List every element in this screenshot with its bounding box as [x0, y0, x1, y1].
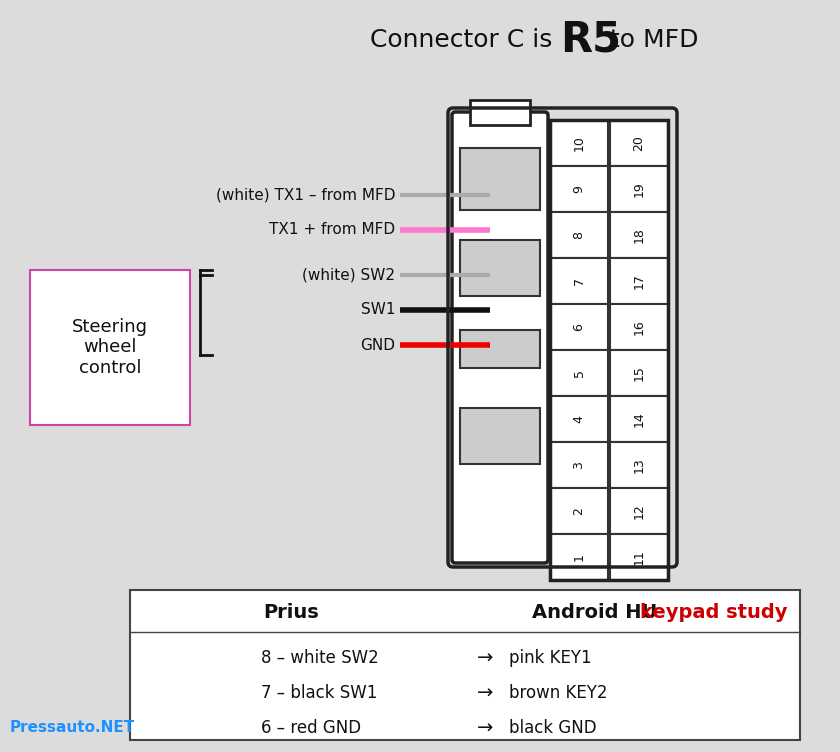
Text: (white) TX1 – from MFD: (white) TX1 – from MFD [216, 187, 395, 202]
Text: 13: 13 [633, 457, 645, 473]
Text: 4: 4 [573, 415, 585, 423]
Bar [470, 100, 530, 125]
Bar [610, 212, 668, 258]
Bar [610, 166, 668, 212]
Text: 3: 3 [573, 461, 585, 469]
Text: SW1: SW1 [360, 302, 395, 317]
Bar [460, 330, 540, 368]
Text: 5: 5 [573, 369, 585, 377]
Text: 6: 6 [573, 323, 585, 331]
Text: 9: 9 [573, 185, 585, 193]
Text: 2: 2 [573, 507, 585, 515]
Text: →: → [477, 684, 493, 702]
Text: (white) SW2: (white) SW2 [302, 268, 395, 283]
Text: 17: 17 [633, 273, 645, 289]
Text: 6 – red GND: 6 – red GND [260, 719, 361, 737]
Text: keypad study: keypad study [640, 602, 788, 621]
Bar [610, 120, 668, 166]
Text: 8 – white SW2: 8 – white SW2 [260, 649, 379, 667]
Bar [550, 120, 608, 166]
Bar [610, 304, 668, 350]
Bar [460, 408, 540, 464]
Text: R5: R5 [560, 19, 621, 61]
Bar [550, 304, 608, 350]
Text: 18: 18 [633, 227, 645, 243]
Text: Connector C is: Connector C is [370, 28, 560, 52]
Bar [550, 534, 608, 580]
Text: to MFD: to MFD [602, 28, 699, 52]
Text: GND: GND [360, 338, 395, 353]
Text: Steering
wheel
control: Steering wheel control [72, 317, 148, 378]
Text: →: → [477, 648, 493, 668]
Bar [550, 350, 608, 396]
Bar [130, 590, 800, 740]
Text: 14: 14 [633, 411, 645, 427]
Text: 10: 10 [573, 135, 585, 151]
Bar [550, 120, 668, 580]
Text: black GND: black GND [508, 719, 596, 737]
Text: 19: 19 [633, 181, 645, 197]
Text: Pressauto.NET: Pressauto.NET [10, 720, 135, 735]
Text: TX1 + from MFD: TX1 + from MFD [269, 223, 395, 238]
FancyBboxPatch shape [452, 112, 548, 563]
Text: 7 – black SW1: 7 – black SW1 [260, 684, 377, 702]
Bar [550, 442, 608, 488]
Bar [550, 166, 608, 212]
Text: 11: 11 [633, 549, 645, 565]
Bar [610, 488, 668, 534]
Text: 8: 8 [573, 231, 585, 239]
Bar [610, 258, 668, 304]
Text: →: → [477, 718, 493, 738]
Bar [460, 148, 540, 210]
Text: 1: 1 [573, 553, 585, 561]
Bar [550, 488, 608, 534]
Bar [550, 258, 608, 304]
Text: Android HU: Android HU [532, 602, 664, 621]
Bar [610, 350, 668, 396]
Bar [610, 534, 668, 580]
Bar [610, 442, 668, 488]
Text: brown KEY2: brown KEY2 [508, 684, 607, 702]
Bar [30, 270, 190, 425]
Bar [610, 396, 668, 442]
Bar [550, 396, 608, 442]
Text: pink KEY1: pink KEY1 [508, 649, 591, 667]
Bar [550, 212, 608, 258]
Text: 16: 16 [633, 319, 645, 335]
Text: 20: 20 [633, 135, 645, 151]
Bar [460, 240, 540, 296]
Text: 15: 15 [633, 365, 645, 381]
Text: 12: 12 [633, 503, 645, 519]
Text: 7: 7 [573, 277, 585, 285]
Text: Prius: Prius [263, 602, 318, 621]
